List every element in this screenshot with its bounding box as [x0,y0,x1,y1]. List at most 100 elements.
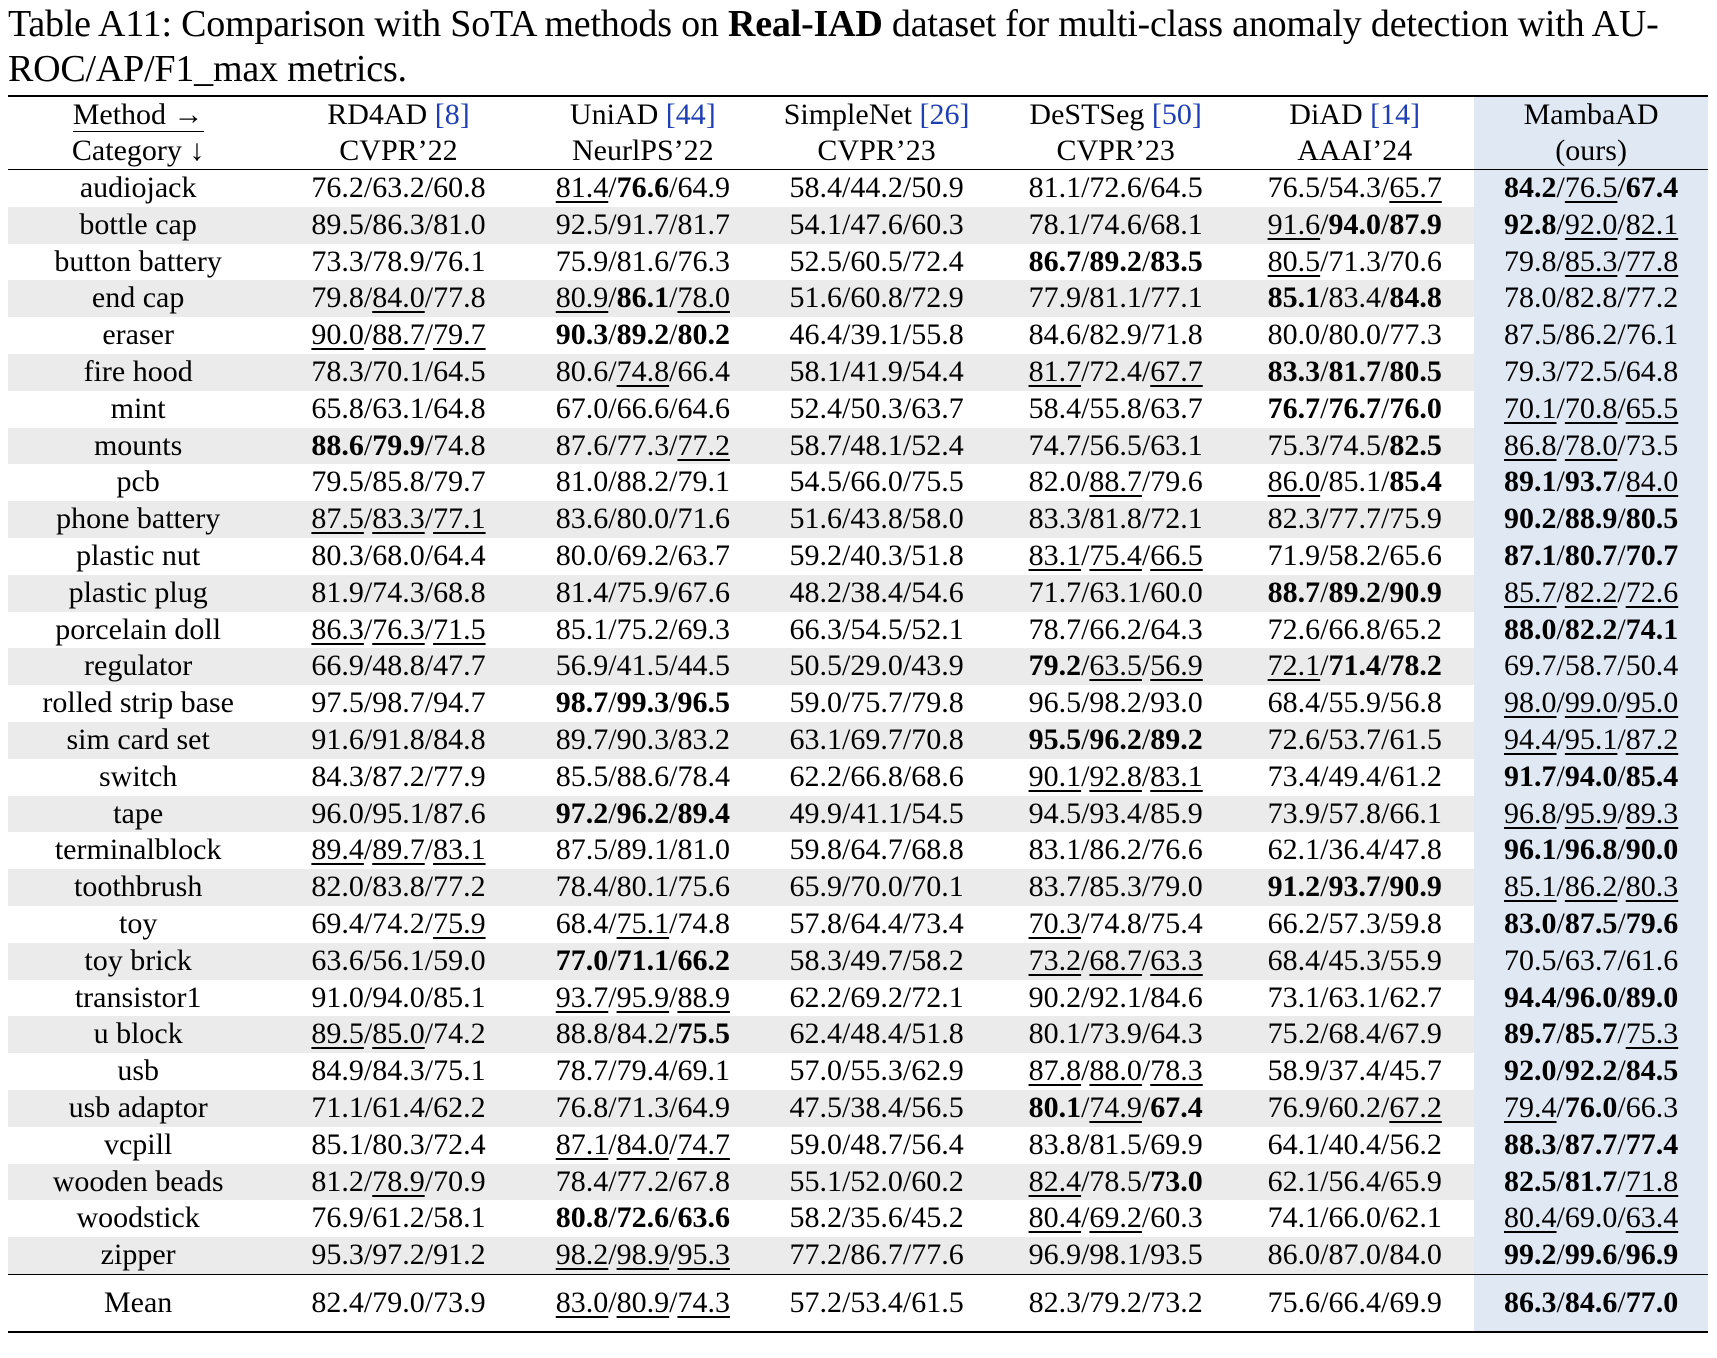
citation-link[interactable]: [50] [1151,98,1202,131]
metric-value: 85.3 [1564,244,1618,278]
metric-value: 81.0 [433,207,486,241]
metric-value: 83.5 [1150,244,1203,278]
score-cell: 62.2/66.8/68.6 [757,759,996,796]
metric-value: 82.4 [1028,1164,1082,1198]
metric-separator: / [1320,465,1329,499]
metric-separator: / [669,906,678,940]
metric-value: 76.9 [311,1201,364,1235]
metric-value: 66.5 [1150,538,1203,572]
score-cell: 86.3/76.3/71.5 [268,612,528,649]
citation-link[interactable]: [26] [919,98,970,131]
metric-value: 75.1 [616,906,670,940]
metric-separator: / [1081,171,1090,204]
metric-value: 77.1 [1150,281,1203,315]
metric-value: 78.0 [677,281,730,315]
metric-value: 96.9 [1028,1238,1082,1272]
metric-value: 79.1 [677,465,730,499]
metric-separator: / [669,575,678,609]
metric-separator: / [1320,1127,1329,1161]
score-cell: 80.9/86.1/78.0 [528,280,758,318]
metric-value: 96.9 [1625,1238,1679,1272]
citation-link[interactable]: [44] [665,98,716,131]
metric-separator: / [424,1090,434,1124]
metric-value: 74.2 [433,1017,486,1051]
metric-value: 57.3 [1328,906,1381,940]
metric-value: 90.3 [616,722,670,756]
metric-separator: / [1617,1054,1626,1088]
caption-prefix: Table A11: Comparison with SoTA methods … [8,3,728,45]
metric-separator: / [608,1090,617,1124]
category-cell: end cap [8,280,269,318]
metric-value: 88.2 [616,465,670,499]
score-cell: 76.8/71.3/64.9 [528,1089,758,1127]
metric-value: 72.4 [1089,354,1142,388]
metric-value: 67.4 [1625,171,1679,204]
metric-value: 89.7 [555,722,609,756]
score-cell: 82.5/81.7/71.8 [1474,1163,1708,1201]
metric-value: 96.2 [1089,722,1142,756]
metric-value: 73.3 [311,244,364,278]
metric-separator: / [669,1164,678,1198]
metric-separator: / [424,649,434,683]
metric-value: 64.4 [433,538,486,572]
metric-value: 65.5 [1625,391,1679,425]
metric-value: 75.5 [677,1017,730,1051]
metric-value: 63.6 [311,943,364,977]
metric-separator: / [1081,796,1090,830]
metric-value: 76.8 [555,1090,609,1124]
metric-value: 83.3 [372,502,425,536]
metric-value: 67.9 [1389,1017,1442,1051]
metric-value: 82.3 [1267,502,1321,536]
metric-separator: / [1556,759,1565,793]
metric-value: 90.1 [1028,759,1082,793]
citation-link[interactable]: [8] [434,98,470,131]
table-row: eraser 90.0/88.7/79.7 90.3/89.2/80.2 46.4/3… [8,317,1708,354]
metric-separator: / [1320,1238,1329,1272]
score-cell: 79.5/85.8/79.7 [268,464,528,501]
metric-separator: / [1556,244,1565,278]
metric-separator: / [1380,1238,1390,1272]
score-cell: 46.4/39.1/55.8 [757,317,996,354]
metric-value: 58.7 [789,428,843,462]
metric-value: 72.6 [1625,575,1679,609]
metric-value: 77.2 [616,1164,670,1198]
score-cell: 75.9/81.6/76.3 [529,244,757,281]
metric-separator: / [1081,281,1090,315]
metric-value: 86.3 [1504,1285,1557,1319]
metric-value: 96.5 [677,686,730,720]
score-cell: 96.9/98.1/93.5 [996,1237,1236,1275]
score-cell: 82.4/78.5/73.0 [996,1163,1236,1201]
score-cell: 85.1/83.4/84.8 [1235,280,1475,318]
score-cell: 79.2/63.5/56.9 [996,648,1236,686]
score-cell: 86.7/89.2/83.5 [996,244,1235,281]
metric-value: 82.2 [1564,575,1618,609]
metric-value: 84.0 [372,281,425,315]
metric-separator: / [608,1164,617,1198]
metric-separator: / [669,870,678,904]
metric-value: 84.3 [311,759,364,793]
score-cell: 58.2/35.6/45.2 [757,1200,996,1237]
metric-value: 66.8 [850,759,903,793]
metric-value: 62.2 [789,759,843,793]
metric-separator: / [1141,1090,1151,1124]
metric-value: 77.0 [1625,1285,1679,1319]
score-cell: 62.1/36.4/47.8 [1235,832,1474,869]
metric-value: 71.9 [1267,538,1321,572]
metric-value: 72.1 [1150,502,1203,536]
metric-value: 96.0 [1564,980,1618,1014]
citation-link[interactable]: [14] [1370,98,1421,131]
metric-separator: / [608,796,617,830]
score-cell: 66.9/48.8/47.7 [268,648,529,686]
metric-separator: / [1081,833,1090,867]
metric-separator: / [1556,906,1565,940]
score-cell: 88.3/87.7/77.4 [1474,1126,1708,1164]
metric-separator: / [1556,538,1565,572]
score-cell: 70.1/70.8/65.5 [1474,390,1708,428]
metric-value: 73.4 [911,906,964,940]
metric-separator: / [424,1201,434,1235]
metric-value: 95.9 [616,980,670,1014]
metric-separator: / [669,980,678,1014]
score-cell: 95.3/97.2/91.2 [268,1237,529,1275]
metric-separator: / [1556,502,1565,536]
metric-separator: / [1617,796,1626,830]
